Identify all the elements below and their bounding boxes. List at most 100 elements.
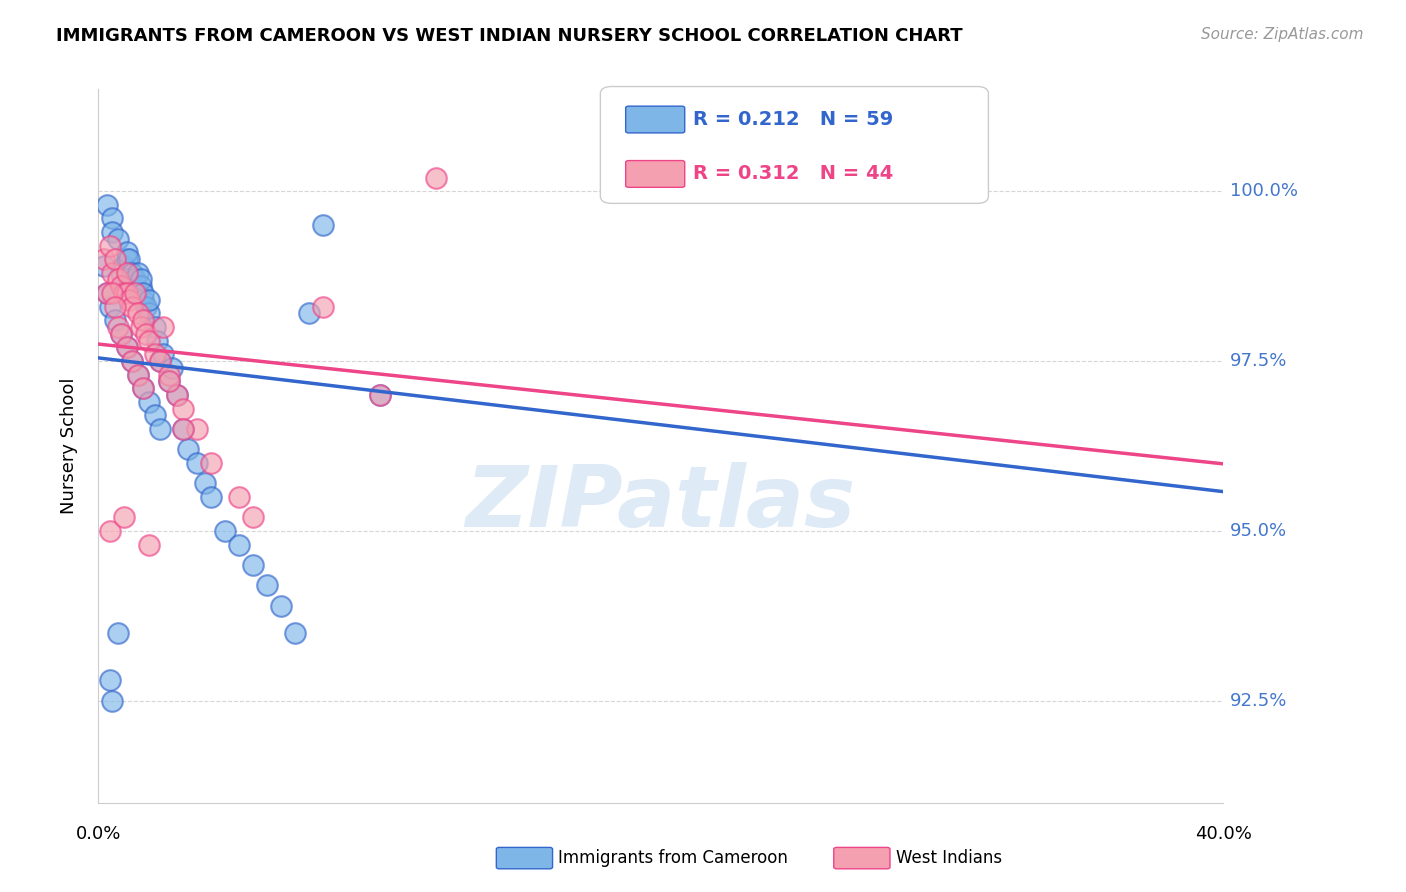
- Text: ZIPatlas: ZIPatlas: [465, 461, 856, 545]
- Text: 97.5%: 97.5%: [1230, 352, 1288, 370]
- Point: [242, 558, 264, 572]
- Point: [177, 442, 200, 457]
- Point: [284, 626, 307, 640]
- Point: [157, 375, 180, 389]
- Point: [115, 266, 138, 280]
- Point: [132, 313, 155, 327]
- Point: [115, 341, 138, 355]
- Point: [96, 198, 118, 212]
- Text: R = 0.312   N = 44: R = 0.312 N = 44: [693, 164, 893, 184]
- Point: [270, 599, 292, 613]
- Point: [186, 422, 208, 436]
- Point: [101, 225, 124, 239]
- Point: [121, 279, 143, 293]
- Point: [138, 394, 160, 409]
- Point: [172, 401, 194, 416]
- Point: [93, 259, 115, 273]
- Point: [93, 252, 115, 266]
- Point: [110, 326, 132, 341]
- Point: [166, 388, 188, 402]
- Point: [101, 266, 124, 280]
- Point: [298, 306, 321, 320]
- Point: [132, 286, 155, 301]
- Point: [115, 286, 138, 301]
- Point: [121, 354, 143, 368]
- Point: [115, 245, 138, 260]
- Point: [121, 300, 143, 314]
- Point: [146, 334, 169, 348]
- Point: [101, 694, 124, 708]
- Point: [138, 293, 160, 307]
- Text: Source: ZipAtlas.com: Source: ZipAtlas.com: [1201, 27, 1364, 42]
- Point: [228, 537, 250, 551]
- Text: 92.5%: 92.5%: [1230, 692, 1288, 710]
- Point: [228, 490, 250, 504]
- Text: 0.0%: 0.0%: [76, 825, 121, 843]
- Point: [149, 354, 172, 368]
- Text: Immigrants from Cameroon: Immigrants from Cameroon: [558, 849, 787, 867]
- Point: [110, 326, 132, 341]
- Point: [129, 320, 152, 334]
- Point: [127, 286, 149, 301]
- Point: [135, 326, 157, 341]
- Point: [104, 313, 127, 327]
- Point: [98, 673, 121, 688]
- Point: [104, 252, 127, 266]
- Point: [194, 476, 217, 491]
- Point: [121, 354, 143, 368]
- Point: [129, 279, 152, 293]
- Point: [157, 375, 180, 389]
- Point: [118, 272, 141, 286]
- Point: [127, 306, 149, 320]
- Point: [96, 286, 118, 301]
- Point: [172, 422, 194, 436]
- Point: [107, 626, 129, 640]
- Point: [143, 320, 166, 334]
- Point: [124, 272, 146, 286]
- Point: [166, 388, 188, 402]
- Point: [96, 286, 118, 301]
- Point: [107, 320, 129, 334]
- Point: [312, 300, 335, 314]
- Point: [242, 510, 264, 524]
- Point: [129, 272, 152, 286]
- Point: [200, 456, 222, 470]
- Point: [127, 266, 149, 280]
- Point: [118, 252, 141, 266]
- Point: [124, 286, 146, 301]
- Point: [132, 293, 155, 307]
- Point: [101, 211, 124, 226]
- Point: [118, 293, 141, 307]
- Point: [98, 238, 121, 252]
- Point: [214, 524, 236, 538]
- Point: [368, 388, 391, 402]
- Point: [127, 368, 149, 382]
- Point: [149, 422, 172, 436]
- Point: [172, 422, 194, 436]
- Point: [107, 272, 129, 286]
- Point: [425, 170, 447, 185]
- Point: [110, 279, 132, 293]
- Point: [312, 218, 335, 232]
- Point: [143, 347, 166, 361]
- Text: West Indians: West Indians: [896, 849, 1001, 867]
- Point: [98, 300, 121, 314]
- Point: [132, 381, 155, 395]
- Point: [149, 354, 172, 368]
- Point: [706, 170, 728, 185]
- Point: [368, 388, 391, 402]
- Point: [112, 259, 135, 273]
- Point: [138, 334, 160, 348]
- Point: [98, 524, 121, 538]
- Point: [101, 286, 124, 301]
- Point: [110, 266, 132, 280]
- Point: [112, 286, 135, 301]
- Text: 40.0%: 40.0%: [1195, 825, 1251, 843]
- Point: [138, 537, 160, 551]
- Point: [256, 578, 278, 592]
- Point: [186, 456, 208, 470]
- Point: [143, 409, 166, 423]
- Text: 95.0%: 95.0%: [1230, 522, 1288, 540]
- Point: [104, 300, 127, 314]
- Point: [107, 232, 129, 246]
